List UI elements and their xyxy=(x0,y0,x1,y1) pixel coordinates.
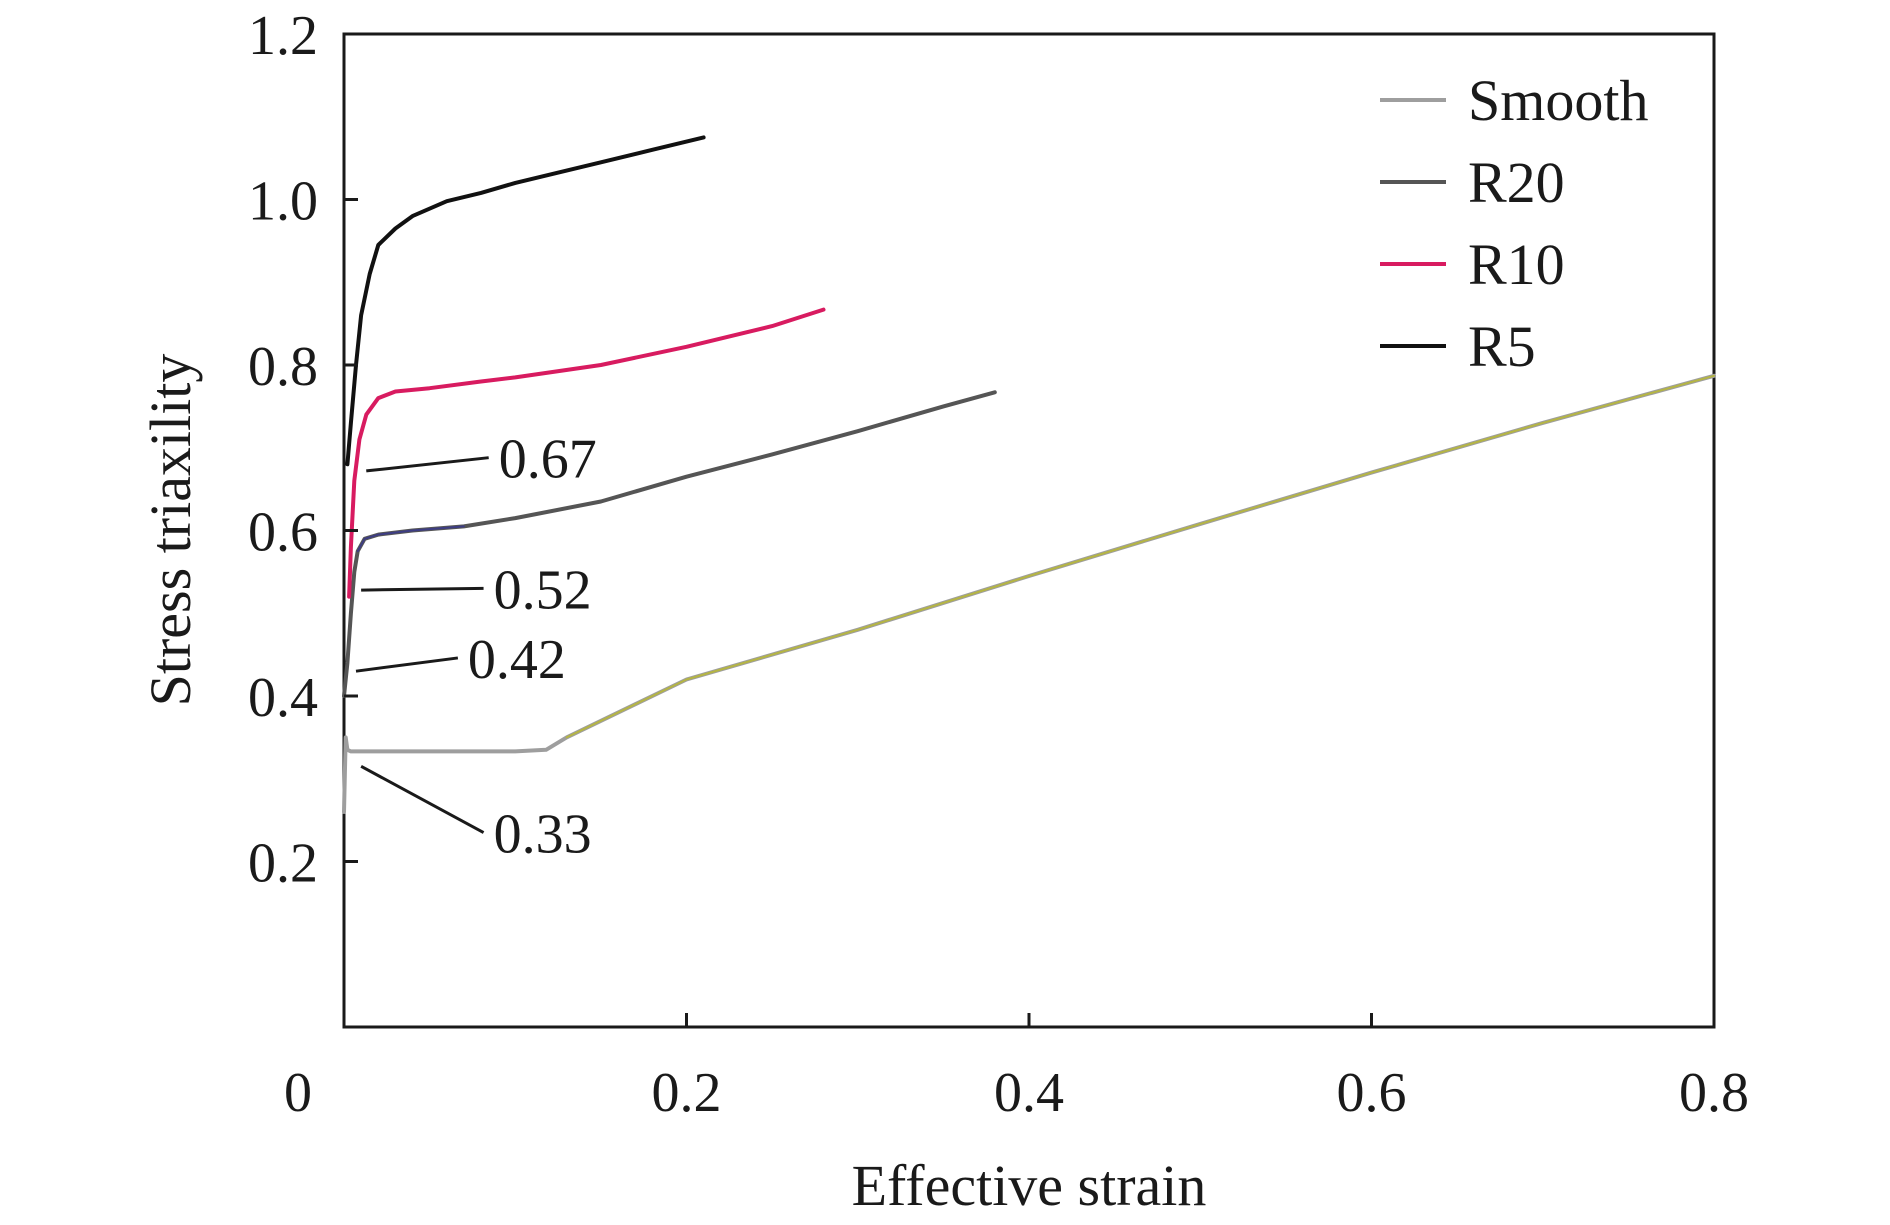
series-line-r5 xyxy=(345,135,706,467)
y-axis-title: Stress triaxility xyxy=(138,354,203,707)
annotation-label: 0.52 xyxy=(494,559,592,621)
annotation-label: 0.42 xyxy=(468,629,566,691)
annotation-label: 0.67 xyxy=(499,429,597,491)
series-line-r20 xyxy=(342,390,997,698)
series-segment-smooth xyxy=(565,374,1715,739)
legend-label-r20: R20 xyxy=(1468,150,1565,215)
legend-label-r10: R10 xyxy=(1468,232,1565,297)
x-tick-label: 0.8 xyxy=(1679,1062,1749,1124)
series-line-r10 xyxy=(347,307,826,599)
legend-label-smooth: Smooth xyxy=(1468,68,1649,133)
x-axis-title: Effective strain xyxy=(852,1153,1207,1218)
annotation-label: 0.33 xyxy=(494,804,592,866)
y-tick-label: 1.0 xyxy=(248,171,318,233)
legend-label-r5: R5 xyxy=(1468,314,1536,379)
annotation-layer: 0.67 0.52 0.42 0.33 xyxy=(355,429,597,866)
x-tick-label: 0.2 xyxy=(652,1062,722,1124)
legend: Smooth R20 R10 R5 xyxy=(1380,68,1649,379)
y-tick-label: 0.6 xyxy=(248,502,318,564)
series-segment-r20 xyxy=(356,525,465,553)
y-tick-label: 0.2 xyxy=(248,833,318,895)
x-tick-label: 0.6 xyxy=(1337,1062,1407,1124)
annotation-leader-line xyxy=(361,586,484,592)
annotation-leader-line xyxy=(360,765,485,834)
x-tick-label: 0 xyxy=(284,1062,312,1124)
annotation-leader-line xyxy=(366,456,489,473)
y-tick-label: 1.2 xyxy=(248,5,318,67)
x-tick-label: 0.4 xyxy=(994,1062,1064,1124)
y-tick-label: 0.8 xyxy=(248,336,318,398)
series-layer xyxy=(342,135,1716,814)
annotation-leader-line xyxy=(355,656,459,673)
y-tick-label: 0.4 xyxy=(248,667,318,729)
tick-layer: 0 0.2 0.4 0.6 0.8 0.2 0.4 0.6 0.8 1.0 1.2 xyxy=(248,5,1749,1124)
